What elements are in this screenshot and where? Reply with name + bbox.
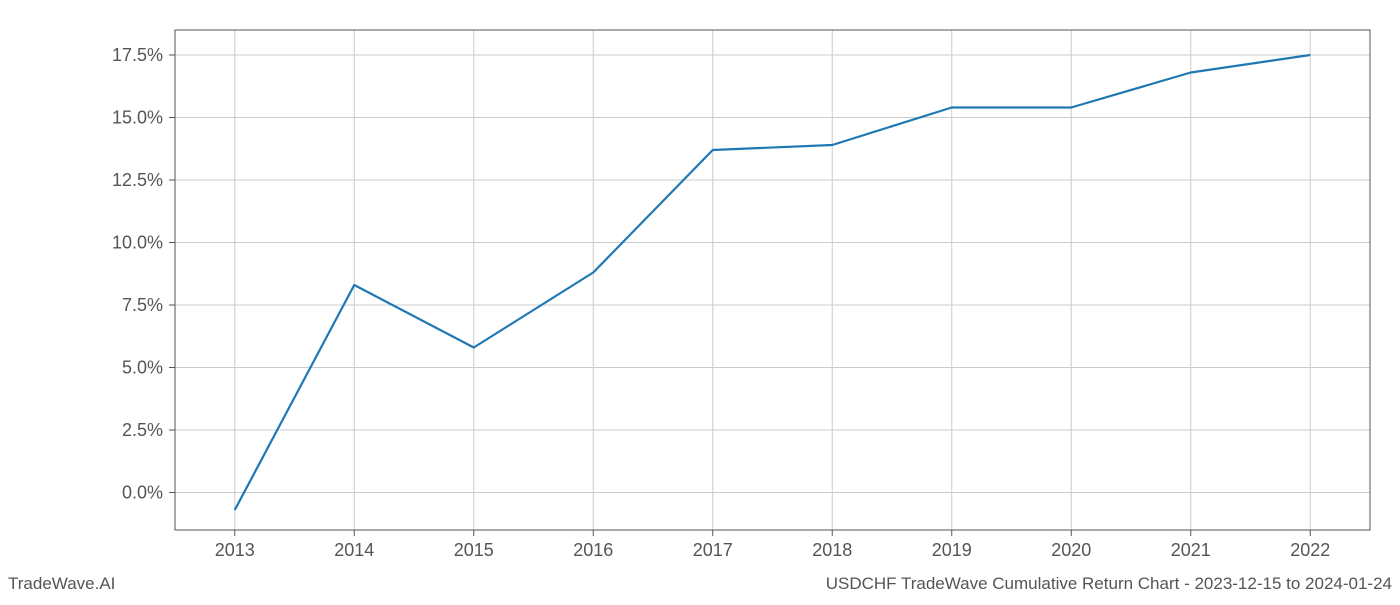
y-tick-label: 15.0% [112,108,163,128]
x-tick-label: 2014 [334,540,374,560]
y-tick-label: 7.5% [122,295,163,315]
x-tick-label: 2021 [1171,540,1211,560]
y-tick-label: 10.0% [112,233,163,253]
y-tick-label: 5.0% [122,358,163,378]
x-tick-label: 2017 [693,540,733,560]
x-tick-label: 2020 [1051,540,1091,560]
y-tick-label: 2.5% [122,420,163,440]
x-tick-label: 2018 [812,540,852,560]
x-tick-label: 2013 [215,540,255,560]
y-tick-label: 12.5% [112,170,163,190]
footer-right-text: USDCHF TradeWave Cumulative Return Chart… [826,574,1392,594]
y-tick-label: 17.5% [112,45,163,65]
x-tick-label: 2016 [573,540,613,560]
x-tick-label: 2019 [932,540,972,560]
x-tick-label: 2015 [454,540,494,560]
footer-left-text: TradeWave.AI [8,574,115,594]
chart-container: 0.0% 2.5% 5.0% 7.5% 10.0% 12.5% 15.0% 17.5% 2013… [0,0,1400,600]
y-tick-label: 0.0% [122,483,163,503]
line-chart: 0.0% 2.5% 5.0% 7.5% 10.0% 12.5% 15.0% 17.5% 2013… [0,0,1400,600]
x-tick-label: 2022 [1290,540,1330,560]
